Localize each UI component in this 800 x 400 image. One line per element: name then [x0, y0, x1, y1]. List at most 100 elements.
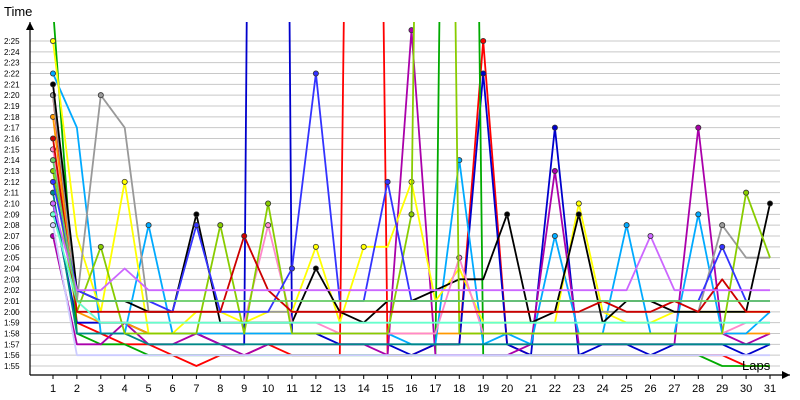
y-tick-label: 2:05: [4, 254, 20, 263]
data-point: [50, 135, 57, 142]
x-tick-label: 15: [381, 383, 393, 395]
data-point: [97, 92, 104, 99]
series-line: [52, 214, 770, 324]
data-point: [265, 222, 272, 229]
grid: [30, 40, 780, 367]
x-tick-label: 18: [453, 383, 465, 395]
x-tick-label: 24: [597, 383, 609, 395]
x-tick-label: 25: [620, 383, 632, 395]
y-tick-label: 2:07: [4, 232, 20, 241]
x-tick-label: 13: [334, 383, 346, 395]
x-tick-label: 30: [740, 383, 752, 395]
data-point: [480, 38, 487, 45]
series-layer: [50, 22, 774, 367]
data-point: [623, 222, 630, 229]
data-point: [265, 200, 272, 207]
data-point: [767, 200, 774, 207]
y-tick-label: 2:25: [4, 37, 20, 46]
series-line: [52, 192, 770, 346]
y-tick-label: 2:03: [4, 275, 20, 284]
series-line: [52, 160, 770, 302]
x-tick-label: 14: [358, 383, 370, 395]
data-point: [480, 70, 487, 77]
data-point: [312, 243, 319, 250]
series: [50, 38, 770, 335]
series: [50, 222, 770, 357]
data-point: [50, 38, 57, 45]
y-tick-label: 2:18: [4, 113, 20, 122]
data-point: [50, 178, 57, 185]
x-tick-label: 1: [50, 383, 56, 395]
x-tick-label: 9: [241, 383, 247, 395]
data-point: [408, 211, 415, 218]
y-tick-label: 2:24: [4, 48, 20, 57]
y-tick-label: 2:14: [4, 156, 20, 165]
x-tick-label: 2: [74, 383, 80, 395]
data-point: [551, 124, 558, 131]
data-point: [193, 211, 200, 218]
data-point: [384, 178, 391, 185]
y-tick-label: 2:23: [4, 59, 20, 68]
x-tick-labels: 1 2 3 4 5 6 7 8 9 10 11 12 13 14 15 16 17 18 19 20 21 22 23 24 2…: [50, 375, 776, 395]
y-tick-label: 2:22: [4, 70, 20, 79]
y-tick-label: 2:20: [4, 91, 20, 100]
data-point: [288, 265, 295, 272]
x-tick-label: 19: [477, 383, 489, 395]
axes: Time Laps: [4, 4, 790, 379]
y-tick-label: 2:13: [4, 167, 20, 176]
y-tick-label: 2:01: [4, 297, 20, 306]
data-point: [360, 243, 367, 250]
y-tick-label: 1:57: [4, 340, 20, 349]
series: [50, 70, 771, 346]
x-axis-arrow: [782, 371, 790, 379]
y-tick-label: 2:04: [4, 265, 20, 274]
data-point: [504, 211, 511, 218]
y-tick-label: 2:16: [4, 135, 20, 144]
data-point: [551, 232, 558, 239]
x-tick-label: 22: [549, 383, 561, 395]
x-tick-label: 5: [146, 383, 152, 395]
x-tick-label: 11: [286, 383, 297, 395]
series: [50, 135, 770, 313]
data-point: [719, 243, 726, 250]
data-point: [719, 222, 726, 229]
x-tick-label: 3: [98, 383, 104, 395]
series: [50, 157, 770, 302]
x-tick-label: 28: [692, 383, 704, 395]
y-tick-label: 2:08: [4, 221, 20, 230]
data-point: [121, 178, 128, 185]
y-tick-label: 2:12: [4, 178, 20, 187]
data-point: [50, 222, 57, 229]
series: [50, 200, 770, 292]
x-tick-label: 21: [525, 383, 537, 395]
x-tick-label: 29: [716, 383, 728, 395]
series-line: [52, 138, 770, 313]
data-point: [97, 243, 104, 250]
y-tick-label: 2:10: [4, 200, 20, 209]
y-tick-label: 2:15: [4, 145, 20, 154]
series: [50, 70, 770, 313]
data-point: [743, 189, 750, 196]
x-tick-label: 7: [193, 383, 199, 395]
x-tick-label: 27: [668, 383, 680, 395]
x-tick-label: 10: [262, 383, 274, 395]
data-point: [647, 232, 654, 239]
y-tick-label: 2:02: [4, 286, 20, 295]
series-line: [52, 225, 770, 357]
x-tick-label: 26: [644, 383, 656, 395]
x-tick-label: 4: [122, 383, 128, 395]
data-point: [312, 265, 319, 272]
y-tick-label: 1:59: [4, 319, 20, 328]
y-tick-label: 2:00: [4, 308, 20, 317]
x-tick-label: 12: [310, 383, 322, 395]
x-tick-label: 6: [169, 383, 175, 395]
data-point: [551, 167, 558, 174]
data-point: [312, 70, 319, 77]
data-point: [575, 211, 582, 218]
data-point: [50, 81, 57, 88]
data-point: [193, 222, 200, 229]
y-tick-label: 2:19: [4, 102, 20, 111]
data-point: [50, 70, 57, 77]
